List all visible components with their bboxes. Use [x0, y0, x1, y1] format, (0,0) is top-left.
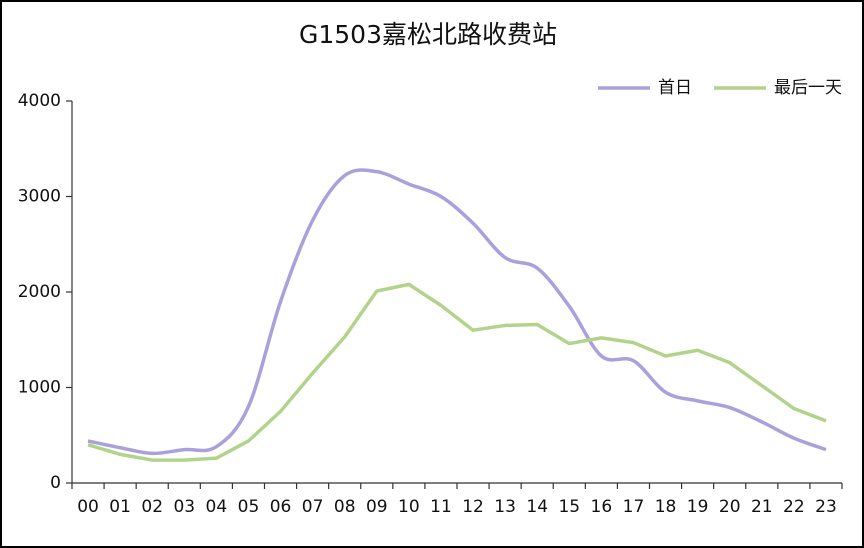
x-tick-label: 20 [719, 497, 741, 517]
x-tick-label: 10 [398, 497, 420, 517]
x-tick-label: 09 [366, 497, 388, 517]
legend-label: 首日 [658, 78, 692, 98]
x-tick-label: 19 [687, 497, 709, 517]
x-tick-label: 02 [141, 497, 163, 517]
x-tick-label: 01 [109, 497, 131, 517]
x-tick-label: 22 [783, 497, 805, 517]
x-tick-label: 06 [270, 497, 292, 517]
chart-title: G1503嘉松北路收费站 [299, 20, 557, 49]
x-tick-label: 08 [334, 497, 356, 517]
x-tick-label: 17 [623, 497, 645, 517]
x-tick-label: 00 [77, 497, 99, 517]
legend-label: 最后一天 [774, 78, 842, 98]
x-tick-label: 05 [238, 497, 260, 517]
x-tick-label: 23 [815, 497, 837, 517]
y-tick-label: 2000 [18, 282, 61, 302]
line [87, 282, 827, 462]
x-tick-label: 13 [494, 497, 516, 517]
line [87, 168, 827, 456]
x-tick-label: 15 [558, 497, 580, 517]
x-tick-label: 11 [430, 497, 452, 517]
x-tick-label: 21 [751, 497, 773, 517]
x-tick-label: 18 [655, 497, 677, 517]
x-tick-label: 04 [206, 497, 228, 517]
x-tick-label: 03 [173, 497, 195, 517]
x-tick-label: 14 [526, 497, 548, 517]
y-tick-label: 1000 [18, 378, 61, 398]
y-tick-label: 3000 [18, 187, 61, 207]
y-tick-label: 0 [50, 473, 61, 493]
x-tick-label: 16 [591, 497, 613, 517]
y-tick-label: 4000 [18, 91, 61, 111]
x-tick-label: 07 [302, 497, 324, 517]
x-tick-label: 12 [462, 497, 484, 517]
